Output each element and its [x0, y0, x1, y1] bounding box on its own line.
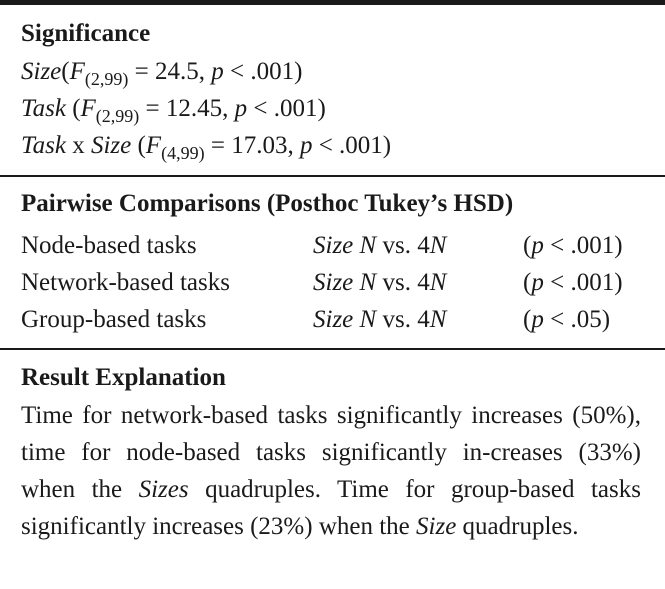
- top-rule: [0, 0, 665, 5]
- pairwise-task-group: Group-based tasks: [21, 306, 207, 333]
- pairwise-p-group: (p < .05): [523, 306, 611, 333]
- pairwise-heading: Pairwise Comparisons (Posthoc Tukey’s HS…: [21, 190, 514, 217]
- pairwise-task-network: Network-based tasks: [21, 269, 230, 296]
- pairwise-p-network: (p < .001): [523, 269, 623, 296]
- pairwise-p-node: (p < .001): [523, 232, 623, 259]
- significance-heading: Significance: [21, 20, 151, 47]
- significance-row-task-x-size: Task x Size (F(4,99) = 17.03, p < .001): [21, 132, 392, 163]
- pairwise-comparison-network: Size N vs. 4N: [313, 269, 447, 296]
- result-heading: Result Explanation: [21, 364, 226, 391]
- pairwise-comparison-group: Size N vs. 4N: [313, 306, 447, 333]
- pairwise-comparison-node: Size N vs. 4N: [313, 232, 447, 259]
- section-rule-1: [0, 175, 665, 177]
- significance-row-task: Task (F(2,99) = 12.45, p < .001): [21, 95, 326, 126]
- pairwise-task-node: Node-based tasks: [21, 232, 197, 259]
- section-rule-2: [0, 348, 665, 350]
- significance-row-size: Size(F(2,99) = 24.5, p < .001): [21, 58, 303, 89]
- result-paragraph: Time for network-based tasks significant…: [21, 402, 641, 540]
